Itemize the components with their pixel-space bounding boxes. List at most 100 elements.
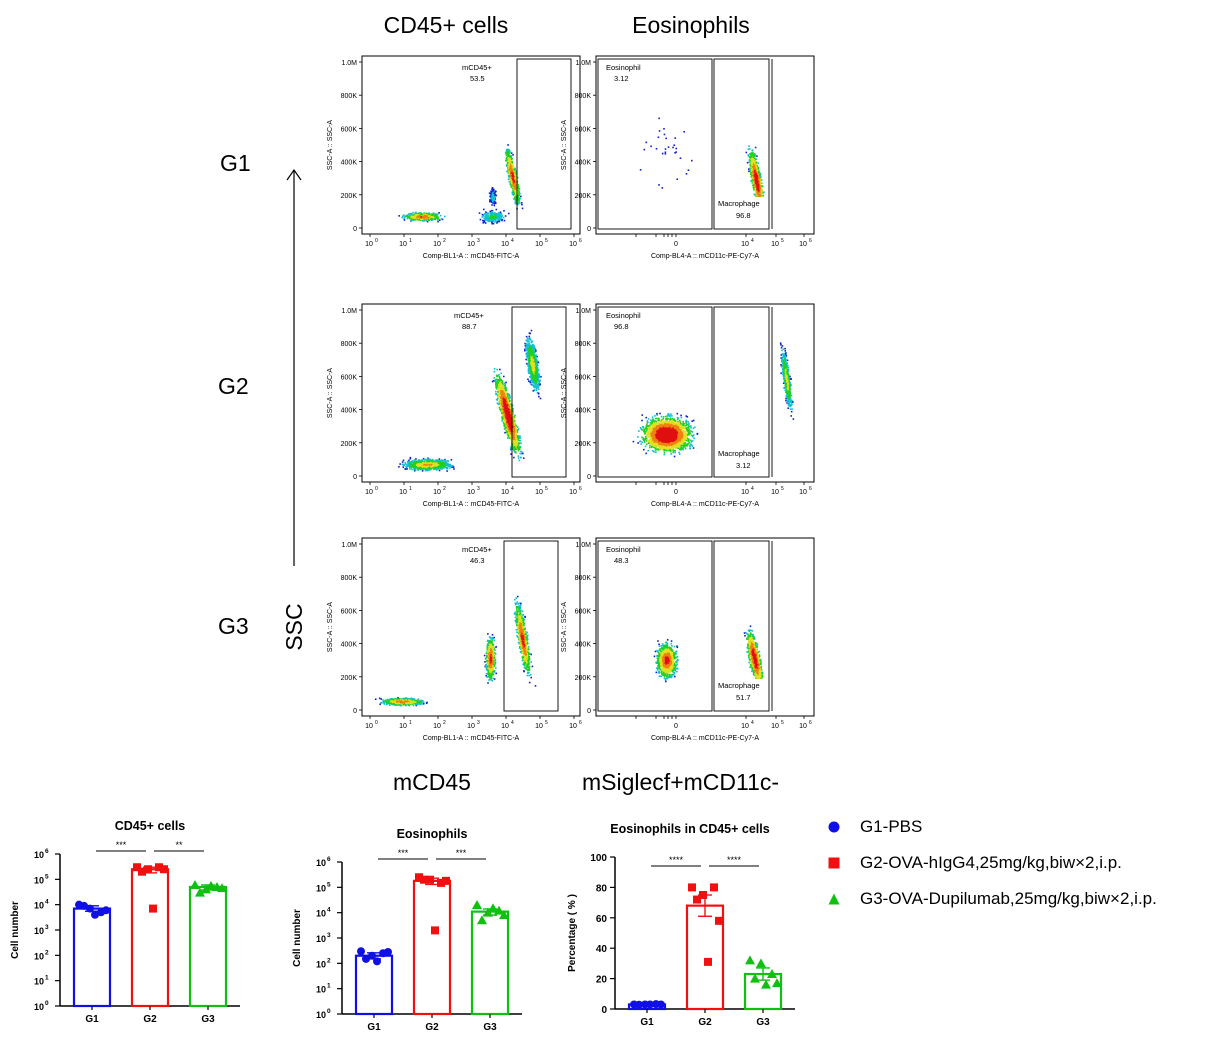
event-dot — [415, 458, 417, 460]
event-dot — [428, 215, 430, 217]
event-dot — [515, 198, 517, 200]
ssc-arrow — [284, 168, 304, 568]
event-dot — [513, 181, 515, 183]
event-dot — [434, 467, 436, 469]
event-dot — [429, 459, 431, 461]
event-dot — [426, 217, 428, 219]
event-dot — [430, 462, 432, 464]
event-dot — [422, 213, 424, 215]
event-dot — [417, 464, 419, 466]
event-dot — [691, 160, 693, 162]
event-dot — [451, 459, 453, 461]
event-dot — [512, 191, 514, 193]
event-dot — [511, 172, 513, 174]
event-dot — [507, 149, 509, 151]
event-dot — [646, 142, 648, 144]
event-dot — [414, 463, 416, 465]
event-dot — [496, 209, 498, 211]
event-dot — [428, 460, 430, 462]
event-dot — [490, 214, 492, 216]
event-dot — [757, 162, 759, 164]
event-dot — [493, 217, 495, 219]
event-dot — [519, 453, 521, 455]
event-dot — [488, 217, 490, 219]
event-dot — [748, 170, 750, 172]
event-dot — [756, 167, 758, 169]
event-dot — [409, 467, 411, 469]
event-dot — [495, 201, 497, 203]
event-dot — [507, 150, 509, 152]
event-dot — [432, 459, 434, 461]
row-label-g2: G2 — [218, 373, 249, 400]
event-dot — [518, 200, 520, 202]
event-dot — [485, 214, 487, 216]
event-dot — [402, 461, 404, 463]
event-dot — [491, 189, 493, 191]
event-dot — [507, 144, 509, 146]
event-dot — [512, 179, 514, 181]
event-dot — [414, 459, 416, 461]
event-dot — [497, 216, 499, 218]
event-dot — [498, 214, 500, 216]
event-dot — [448, 460, 450, 462]
event-dot — [661, 187, 663, 189]
flow-x-axis-label: Comp-BL4-A :: mCD11c-PE-Cy7-A — [651, 253, 759, 260]
flow-y-axis-label: SSC-A :: SSC-A — [561, 120, 568, 171]
event-dot — [453, 468, 455, 470]
y-tick-label: 400K — [341, 160, 358, 167]
y-tick-label: 0 — [587, 226, 591, 233]
event-dot — [493, 189, 495, 191]
event-dot — [417, 214, 419, 216]
event-dot — [453, 466, 455, 468]
event-dot — [403, 460, 405, 462]
event-dot — [756, 162, 758, 164]
event-dot — [434, 465, 436, 467]
event-dot — [509, 169, 511, 171]
event-dot — [754, 158, 756, 160]
event-dot — [479, 212, 481, 214]
event-dot — [417, 216, 419, 218]
event-dot — [422, 220, 424, 222]
event-dot — [748, 145, 750, 147]
event-dot — [759, 187, 761, 189]
event-dot — [510, 161, 512, 163]
event-dot — [756, 176, 758, 178]
event-dot — [759, 173, 761, 175]
event-dot — [426, 220, 428, 222]
event-dot — [409, 218, 411, 220]
event-dot — [438, 461, 440, 463]
event-dot — [412, 217, 414, 219]
event-dot — [668, 146, 670, 148]
event-dot — [513, 457, 515, 459]
event-dot — [412, 465, 414, 467]
event-dot — [412, 212, 414, 214]
event-dot — [434, 214, 436, 216]
gate-name: mCD45+ — [462, 63, 492, 72]
event-dot — [411, 469, 413, 471]
event-dot — [441, 468, 443, 470]
event-dot — [505, 215, 507, 217]
event-dot — [760, 182, 762, 184]
event-dot — [431, 214, 433, 216]
event-dot — [491, 222, 493, 224]
event-dot — [504, 383, 506, 385]
event-dot — [403, 464, 405, 466]
event-dot — [414, 216, 416, 218]
event-dot — [485, 211, 487, 213]
event-dot — [509, 163, 511, 165]
event-dot — [494, 380, 496, 382]
event-dot — [411, 220, 413, 222]
event-dot — [499, 221, 501, 223]
event-dot — [762, 195, 764, 197]
event-dot — [665, 153, 667, 155]
event-dot — [754, 160, 756, 162]
x-tick-label-exp: 5 — [545, 238, 548, 244]
event-dot — [399, 463, 401, 465]
event-dot — [511, 152, 513, 154]
event-dot — [494, 192, 496, 194]
event-dot — [414, 212, 416, 214]
event-dot — [515, 188, 517, 190]
y-tick-label: 200K — [575, 193, 592, 200]
event-dot — [439, 219, 441, 221]
event-dot — [414, 219, 416, 221]
